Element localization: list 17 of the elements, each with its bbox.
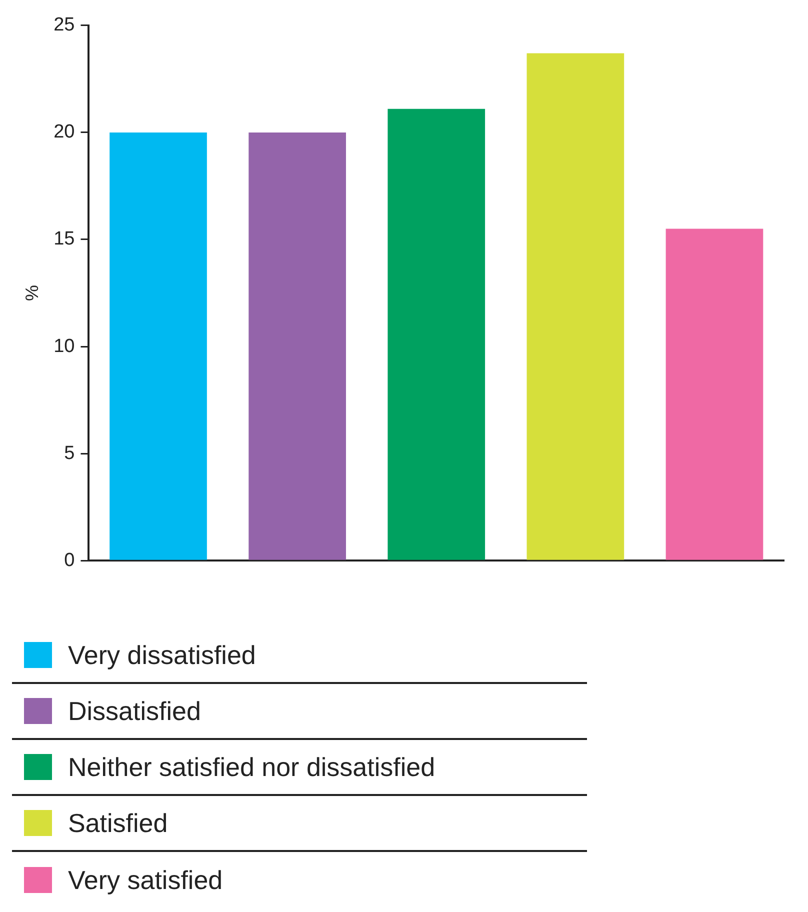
bar (666, 228, 764, 560)
legend-label: Very dissatisfied (68, 640, 256, 670)
y-tick-label: 20 (54, 122, 75, 143)
legend-label: Satisfied (68, 808, 168, 838)
y-tick-label: 0 (64, 550, 75, 571)
y-axis-title: % (22, 284, 42, 302)
y-tick-label: 10 (54, 336, 75, 357)
y-tick-label: 5 (64, 442, 75, 464)
bar (388, 108, 486, 560)
legend-label: Neither satisfied nor dissatisfied (68, 752, 436, 782)
y-tick-label: 15 (54, 228, 75, 250)
legend-label: Very satisfied (68, 864, 223, 896)
bar (526, 53, 624, 560)
bar (248, 132, 346, 560)
y-tick-label: 25 (54, 14, 75, 36)
legend-label: Dissatisfied (68, 696, 201, 726)
bar (110, 132, 207, 560)
